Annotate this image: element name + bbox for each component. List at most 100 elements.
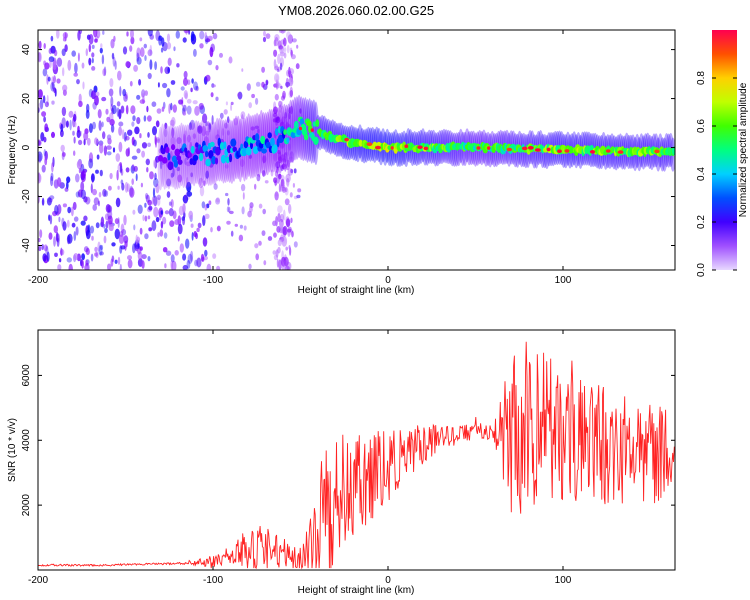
spectrogram-ridge-cell: [313, 136, 319, 145]
spectrogram-noise-cell: [98, 200, 100, 207]
spectrogram-y-axis-label: Frequency (Hz): [7, 116, 18, 185]
spectrogram-ridge-cell: [209, 141, 215, 147]
spectrogram-noise-cell: [120, 105, 125, 114]
spectrogram-noise-cell: [38, 245, 42, 252]
spectrogram-noise-cell: [94, 95, 99, 106]
spectrogram-noise-cell: [171, 127, 175, 138]
snr-frame: [37, 329, 676, 571]
spectrogram-noise-cell: [204, 249, 208, 257]
spectrogram-noise-cell: [76, 79, 80, 85]
spectrogram-noise-cell: [125, 167, 130, 173]
spectrogram-noise-cell: [61, 106, 67, 117]
spectrogram-noise-cell: [166, 88, 171, 98]
spectrogram-noise-cell: [198, 102, 204, 110]
spectrogram-noise-cell: [240, 183, 246, 192]
spectrogram-noise-cell: [132, 209, 136, 215]
spectrogram-noise-cell: [141, 142, 148, 149]
spectrogram-noise-cell: [216, 225, 221, 232]
spectrogram-noise-cell: [254, 243, 259, 249]
spectrogram-ridge-cell: [170, 161, 174, 170]
colorbar-ticks: 0.0 0.2 0.4 0.6 0.8: [696, 71, 737, 277]
spectrogram-noise-cell: [154, 172, 157, 180]
spectrogram-ridge-cell: [250, 141, 253, 150]
spectrogram-ridge-cell: [277, 125, 282, 134]
spectrogram-peak-cell: [375, 145, 381, 150]
spectrogram-noise-cell: [164, 210, 170, 215]
spectrogram-noise-cell: [187, 134, 191, 143]
spectrogram-noise-cell: [147, 49, 153, 57]
spectrogram-noise-cell: [115, 197, 121, 208]
spectrogram-noise-cell: [274, 193, 279, 197]
spectrogram-frame: [37, 29, 676, 271]
spectrogram-noise-cell: [51, 82, 55, 90]
spectrogram-noise-cell: [51, 162, 54, 173]
spectrogram-noise-cell: [119, 86, 122, 97]
spectrogram-noise-cell: [211, 84, 216, 88]
spectrogram-noise-cell: [186, 259, 191, 269]
spectrogram-ridge-cell: [315, 119, 320, 127]
spectrogram-ridge-cell: [173, 159, 179, 168]
spectrogram-noise-cell: [139, 246, 143, 251]
spectrogram-noise-cell: [277, 205, 283, 214]
spectrogram-noise-cell: [249, 206, 253, 213]
spectrogram-noise-cell: [60, 144, 65, 152]
spectrogram-noise-cell: [48, 56, 55, 63]
spectrogram-noise-cell: [169, 220, 175, 228]
spectrogram-noise-cell: [152, 126, 157, 136]
snr-x-tick-label: 100: [555, 575, 572, 586]
spectrogram-noise-cell: [43, 116, 46, 123]
spectrogram-noise-cell: [162, 82, 168, 89]
spectrogram-noise-cell: [205, 130, 210, 136]
spectrogram-peak-cell: [366, 142, 373, 146]
spectrogram-noise-cell: [276, 258, 279, 268]
spectrogram-noise-cell: [289, 47, 293, 52]
spectrogram-noise-cell: [273, 232, 277, 238]
spectrogram-noise-cell: [215, 96, 219, 102]
spectrogram-noise-cell: [276, 174, 281, 184]
spectrogram-noise-cell: [280, 100, 284, 110]
spectrogram-noise-cell: [166, 191, 171, 198]
spectrogram-noise-cell: [182, 111, 187, 116]
spectrogram-noise-cell: [78, 93, 82, 104]
spectrogram-noise-cell: [161, 106, 165, 112]
spectrogram-noise-cell: [274, 73, 280, 83]
spectrogram-ridge-cell: [255, 133, 260, 142]
spectrogram-noise-cell: [146, 167, 149, 173]
spectrogram-noise-cell: [288, 143, 291, 151]
spectrogram-peak-cell: [654, 149, 660, 154]
spectrogram-noise-cell: [255, 81, 261, 87]
spectrogram-noise-cell: [248, 263, 252, 270]
spectrogram-noise-cell: [155, 120, 160, 128]
spectrogram-ridge-cell: [204, 150, 209, 158]
spectrogram-noise-cell: [147, 132, 150, 138]
spectrogram-peak-cell: [506, 147, 513, 152]
spectrogram-peak-cell: [487, 146, 491, 150]
spectrogram-noise-cell: [177, 215, 182, 227]
spectrogram-noise-cell: [102, 68, 107, 77]
spectrogram-noise-cell: [121, 182, 125, 191]
spectrogram-noise-cell: [97, 109, 102, 119]
spectrogram-noise-cell: [76, 129, 81, 139]
spectrogram-noise-cell: [118, 234, 125, 245]
spectrogram-noise-cell: [292, 183, 295, 188]
spectrogram-noise-cell: [69, 119, 72, 131]
spectrogram-noise-cell: [43, 43, 46, 49]
spectrogram-noise-cell: [81, 259, 84, 269]
spectrogram-y-ticks: -40 -20 0 20 40: [21, 44, 675, 253]
spectrogram-ridge-halo: [252, 114, 258, 178]
spectrogram-noise-cell: [42, 253, 47, 262]
spectrogram-noise-cell: [280, 178, 285, 189]
spectrogram-noise-cell: [262, 170, 266, 177]
spectrogram-noise-cell: [114, 218, 119, 225]
snr-x-tick-label: 0: [385, 575, 391, 586]
spectrogram-noise-cell: [136, 148, 141, 154]
spectrogram-noise-cell: [189, 119, 196, 130]
spectrogram-noise-cell: [73, 113, 77, 122]
spectrogram-noise-cell: [186, 191, 193, 197]
spectrogram-noise-cell: [141, 260, 145, 269]
spectrogram-noise-cell: [204, 35, 209, 45]
spectrogram-noise-cell: [49, 58, 52, 68]
snr-y-axis-label: SNR (10 * v/v): [7, 418, 18, 482]
spectrogram-noise-cell: [130, 30, 134, 39]
spectrogram-noise-cell: [199, 30, 205, 40]
